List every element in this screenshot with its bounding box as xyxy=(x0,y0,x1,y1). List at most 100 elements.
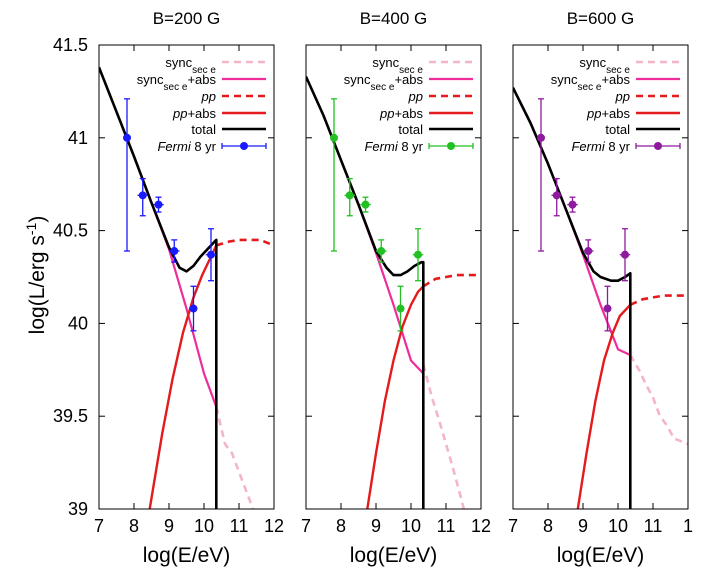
series-line xyxy=(366,285,425,509)
legend-label: pp+abs xyxy=(586,106,631,121)
series-line xyxy=(513,87,632,509)
legend-label: total xyxy=(191,122,216,137)
legend-label: pp xyxy=(615,89,630,104)
fermi-point xyxy=(414,250,422,259)
fermi-point xyxy=(330,133,338,142)
legend-text: sec e xyxy=(578,82,602,93)
legend-text: Fermi xyxy=(157,139,191,154)
series-line xyxy=(99,66,218,509)
fermi-point xyxy=(603,304,612,313)
x-tick-label: 11 xyxy=(644,516,663,536)
legend-text: sec e xyxy=(371,82,395,93)
legend-label: syncsec e+abs xyxy=(551,72,631,93)
legend-label: pp xyxy=(408,89,423,104)
legend-text: sec e xyxy=(192,65,216,76)
x-tick-label: 8 xyxy=(336,516,346,536)
x-tick-label: 11 xyxy=(437,516,456,536)
fermi-point xyxy=(396,304,405,313)
series-line xyxy=(306,76,425,509)
x-tick-label: 10 xyxy=(608,516,628,536)
legend-text: pp xyxy=(201,89,216,104)
legend-text: sec e xyxy=(606,65,630,76)
legend-text: sec e xyxy=(164,82,188,93)
chart-title: B=400 G xyxy=(360,9,428,28)
series-line xyxy=(215,238,274,247)
fermi-point xyxy=(345,191,354,200)
legend-label: total xyxy=(605,122,630,137)
fermi-point xyxy=(361,200,370,209)
legend-label: syncsec e+abs xyxy=(137,72,217,93)
x-axis-label: log(E/eV) xyxy=(143,544,231,567)
y-tick-label: 39 xyxy=(68,499,88,519)
legend-label: syncsec e+abs xyxy=(344,72,424,93)
legend-text: sec e xyxy=(399,65,423,76)
chart-title: B=600 G xyxy=(567,9,635,28)
legend-text: sync xyxy=(372,55,399,70)
fermi-point xyxy=(123,133,131,142)
legend-label: pp+abs xyxy=(379,106,424,121)
legend-text: total xyxy=(398,122,423,137)
legend-text: pp xyxy=(172,106,187,121)
legend-label: Fermi 8 yr xyxy=(571,139,630,154)
plot-area xyxy=(306,76,481,509)
legend-label: syncsec e xyxy=(165,55,216,76)
x-tick-label: 12 xyxy=(264,516,284,536)
x-tick-label: 7 xyxy=(301,516,311,536)
x-tick-label: 9 xyxy=(371,516,381,536)
fermi-point xyxy=(154,200,163,209)
legend-text: total xyxy=(191,122,216,137)
series-line xyxy=(422,273,481,288)
fermi-point xyxy=(568,200,577,209)
legend-text: sync xyxy=(579,55,606,70)
legend-label: pp+abs xyxy=(172,106,217,121)
x-tick-label: 10 xyxy=(401,516,421,536)
legend-text: pp xyxy=(379,106,394,121)
series-line xyxy=(576,303,632,509)
series-line xyxy=(215,406,255,509)
x-tick-label: 12 xyxy=(471,516,491,536)
legend-swatch-point xyxy=(447,142,455,150)
legend-text: +abs xyxy=(394,106,423,121)
legend-text: Fermi xyxy=(364,139,398,154)
legend-text: sync xyxy=(344,72,371,87)
legend-text: 8 yr xyxy=(191,139,217,154)
legend-swatch-point xyxy=(654,142,662,150)
legend-label: Fermi 8 yr xyxy=(157,139,216,154)
legend-text: total xyxy=(605,122,630,137)
legend-text: 8 yr xyxy=(605,139,631,154)
legend-text: 8 yr xyxy=(398,139,424,154)
y-tick-label: 41.5 xyxy=(53,35,88,55)
x-tick-label: 1 xyxy=(683,516,693,536)
legend-text: pp xyxy=(615,89,630,104)
x-tick-label: 9 xyxy=(578,516,588,536)
plot-area xyxy=(513,87,688,509)
series-line xyxy=(629,354,688,446)
fermi-point xyxy=(207,250,215,259)
panels: B=200 G 7 8 9 10 11 12 39 39.5 40 40.5 41 41.5 log(E/… xyxy=(53,9,693,567)
legend-text: Fermi xyxy=(571,139,605,154)
y-axis-label-text: log(L/erg s xyxy=(26,235,49,334)
x-tick-label: 7 xyxy=(508,516,518,536)
series-line xyxy=(148,244,218,509)
legend-text: +abs xyxy=(394,72,423,87)
legend-label: Fermi 8 yr xyxy=(364,139,423,154)
y-tick-label: 39.5 xyxy=(53,406,88,426)
legend-text: pp xyxy=(408,89,423,104)
y-tick-label: 40.5 xyxy=(53,221,88,241)
y-axis-label: log(L/erg s-1) xyxy=(23,216,49,335)
plot-frame xyxy=(98,44,275,510)
legend-text: sync xyxy=(551,72,578,87)
x-tick-label: 7 xyxy=(94,516,104,536)
fermi-point xyxy=(537,133,545,142)
fermi-point xyxy=(621,250,629,259)
legend-label: total xyxy=(398,122,423,137)
legend-text: sync xyxy=(165,55,192,70)
x-tick-label: 9 xyxy=(164,516,174,536)
legend-label: syncsec e xyxy=(372,55,423,76)
series-line xyxy=(422,363,466,509)
